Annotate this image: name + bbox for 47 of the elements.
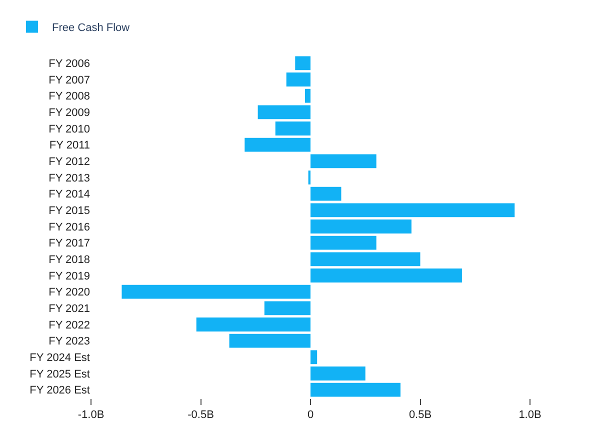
y-tick-label: FY 2023 (48, 336, 90, 348)
y-tick-label: FY 2025 Est (30, 368, 90, 380)
x-tick-label: -0.5B (188, 409, 214, 422)
y-tick-label: FY 2017 (48, 238, 90, 250)
y-tick-label: FY 2021 (48, 303, 90, 316)
y-tick-label: FY 2012 (48, 156, 90, 168)
y-tick-label: FY 2022 (48, 319, 90, 332)
y-tick-label: FY 2013 (48, 172, 90, 184)
bar (310, 268, 462, 282)
y-tick-label: FY 2015 (48, 205, 90, 218)
bar (229, 334, 310, 348)
y-tick-label: FY 2009 (48, 107, 90, 120)
bar (310, 350, 318, 364)
y-tick-label: FY 2008 (48, 90, 90, 103)
y-tick-label: FY 2026 Est (30, 384, 90, 397)
y-tick-label: FY 2014 (48, 188, 90, 201)
bar (258, 105, 310, 120)
y-tick-label: FY 2020 (48, 286, 90, 299)
bar (310, 186, 342, 201)
bar (122, 284, 310, 299)
y-tick-label: FY 2007 (48, 74, 90, 86)
x-tick-label: 0 (307, 409, 314, 422)
bar (295, 56, 310, 70)
bar (310, 236, 376, 250)
bar (310, 382, 400, 397)
bar (305, 88, 310, 103)
legend-label: Free Cash Flow (52, 22, 130, 34)
y-tick-label: FY 2016 (48, 221, 90, 234)
bar (310, 203, 515, 218)
bar (310, 154, 376, 168)
x-tick-label: 0.5B (408, 409, 432, 422)
bar (196, 318, 310, 332)
bar (286, 72, 310, 86)
y-tick-label: FY 2024 Est (30, 352, 90, 364)
bar (275, 122, 310, 136)
bar (310, 220, 412, 234)
x-tick-label: 1.0B (518, 409, 542, 422)
bar (310, 366, 366, 380)
y-tick-label: FY 2006 (48, 58, 90, 70)
y-tick-label: FY 2018 (48, 254, 90, 266)
bar (244, 138, 310, 152)
y-tick-label: FY 2010 (48, 123, 90, 136)
bar (264, 301, 310, 316)
bar (310, 252, 420, 266)
x-tick-label: -1.0B (78, 409, 104, 422)
y-tick-label: FY 2011 (49, 140, 90, 152)
y-tick-label: FY 2019 (48, 270, 90, 282)
